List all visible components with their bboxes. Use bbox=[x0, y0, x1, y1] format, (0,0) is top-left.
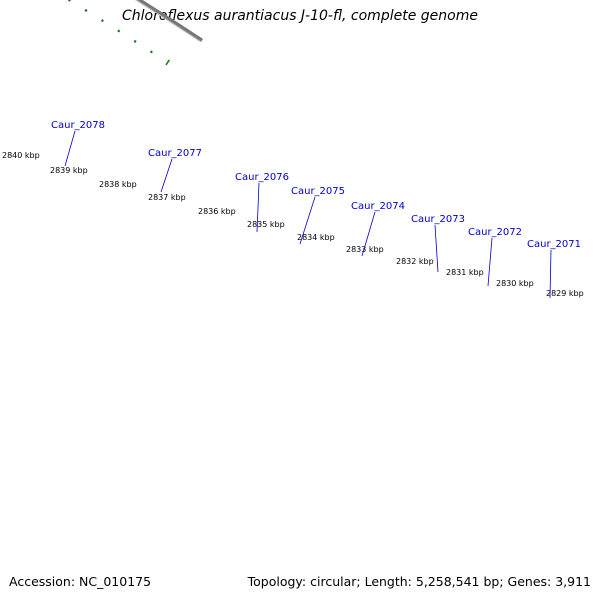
gene-label[interactable]: Caur_2074 bbox=[351, 201, 405, 212]
scale-label: 2829 kbp bbox=[546, 289, 584, 298]
backbone-arc bbox=[135, 0, 204, 43]
scale-label: 2840 kbp bbox=[2, 151, 40, 160]
scale-labels: 2840 kbp 2839 kbp 2838 kbp 2837 kbp 2836 kbp… bbox=[2, 151, 584, 298]
gene-label[interactable]: Caur_2072 bbox=[468, 227, 522, 238]
scale-ticks bbox=[67, 0, 170, 66]
gene-label-leader bbox=[434, 224, 439, 273]
scale-label: 2837 kbp bbox=[148, 193, 186, 202]
gene-label-leader bbox=[549, 249, 552, 299]
scale-tick-minor bbox=[133, 39, 137, 43]
gene-label-leader bbox=[299, 196, 316, 245]
scale-tick-minor bbox=[117, 29, 121, 33]
gene-label[interactable]: Caur_2075 bbox=[291, 186, 345, 197]
gene-label-leader bbox=[64, 130, 76, 167]
scale-tick-minor bbox=[67, 0, 71, 2]
scale-label: 2832 kbp bbox=[396, 257, 434, 266]
scale-label: 2839 kbp bbox=[50, 166, 88, 175]
scale-label: 2831 kbp bbox=[446, 268, 484, 277]
scale-label: 2838 kbp bbox=[99, 180, 137, 189]
gene-label[interactable]: Caur_2076 bbox=[235, 172, 289, 183]
gene-label[interactable]: Caur_2077 bbox=[148, 148, 202, 159]
scale-label: 2833 kbp bbox=[346, 245, 384, 254]
scale-tick-minor bbox=[100, 19, 104, 23]
gene-label-leader bbox=[361, 211, 376, 257]
gene-label[interactable]: Caur_2073 bbox=[411, 214, 465, 225]
gene-label-leader bbox=[256, 182, 260, 233]
scale-tick-minor bbox=[84, 8, 88, 12]
scale-label: 2830 kbp bbox=[496, 279, 534, 288]
topology-summary: Topology: circular; Length: 5,258,541 bp… bbox=[247, 574, 591, 589]
map-title: Chloroflexus aurantiacus J-10-fl, comple… bbox=[122, 8, 478, 24]
scale-tick-major bbox=[165, 59, 170, 66]
gene-label-leader bbox=[487, 237, 493, 287]
scale-label: 2834 kbp bbox=[297, 233, 335, 242]
accession-text: Accession: NC_010175 bbox=[9, 574, 152, 589]
gene-label-leader bbox=[160, 158, 173, 193]
scale-label: 2836 kbp bbox=[198, 207, 236, 216]
gene-label[interactable]: Caur_2071 bbox=[527, 239, 581, 250]
scale-tick-minor bbox=[149, 50, 153, 54]
gene-label[interactable]: Caur_2078 bbox=[51, 120, 105, 131]
scale-label: 2835 kbp bbox=[247, 220, 285, 229]
